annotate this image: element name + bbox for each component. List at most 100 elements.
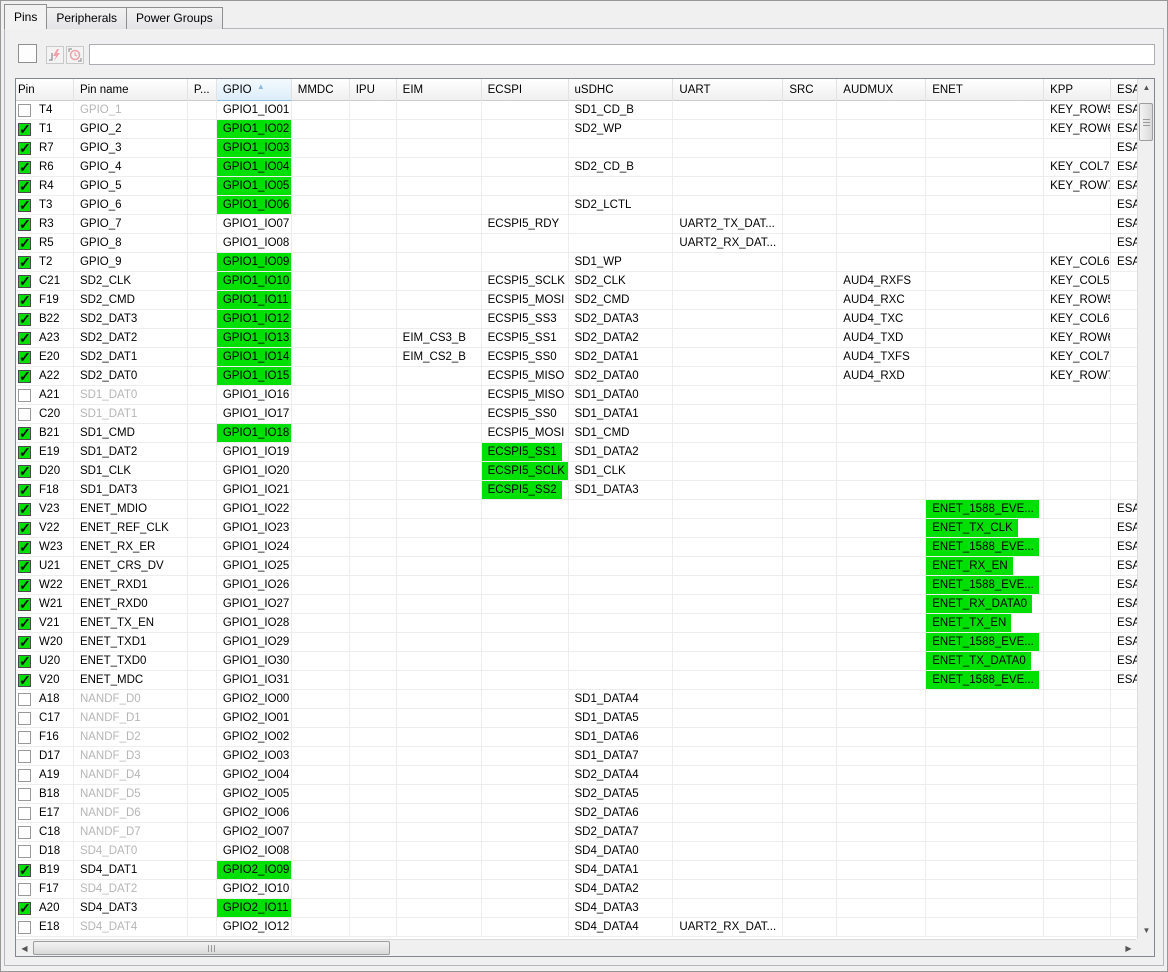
column-header-esa[interactable]: ESA xyxy=(1117,84,1137,96)
column-header-name[interactable]: Pin name xyxy=(74,79,188,101)
row-checkbox-checked[interactable] xyxy=(18,310,31,328)
row-checkbox-checked[interactable] xyxy=(18,861,31,879)
table-row[interactable]: R5 GPIO_8 GPIO1_IO08 UART2_RX_DAT... ESA xyxy=(16,234,1137,253)
row-checkbox-checked[interactable] xyxy=(18,462,31,480)
row-checkbox[interactable] xyxy=(18,730,31,744)
table-row[interactable]: A22 SD2_DAT0 GPIO1_IO15 ECSPI5_MISOSD2_DATA… xyxy=(16,367,1137,386)
table-row[interactable]: W22 ENET_RXD1 GPIO1_IO26 ENET_1588_EVE... ES… xyxy=(16,576,1137,595)
row-checkbox-checked[interactable] xyxy=(18,671,31,689)
row-checkbox-checked[interactable] xyxy=(18,367,31,385)
scroll-right-icon[interactable]: ▶ xyxy=(1125,944,1132,953)
row-checkbox-checked[interactable] xyxy=(18,120,31,138)
row-checkbox-checked[interactable] xyxy=(18,899,31,917)
vertical-scroll-thumb[interactable] xyxy=(1139,103,1153,141)
row-checkbox-checked[interactable] xyxy=(18,614,31,632)
row-checkbox-checked[interactable] xyxy=(18,348,31,366)
horizontal-scrollbar[interactable]: ◀ ▶ xyxy=(16,939,1137,956)
row-checkbox-checked[interactable] xyxy=(18,633,31,651)
tab-peripherals[interactable]: Peripherals xyxy=(46,7,128,29)
row-checkbox[interactable] xyxy=(18,882,31,896)
row-checkbox-checked[interactable] xyxy=(18,481,31,499)
row-checkbox[interactable] xyxy=(18,825,31,839)
row-checkbox-checked[interactable] xyxy=(18,158,31,176)
table-row[interactable]: U20 ENET_TXD0 GPIO1_IO30 ENET_TX_DATA0 ESA xyxy=(16,652,1137,671)
table-row[interactable]: W23 ENET_RX_ER GPIO1_IO24 ENET_1588_EVE... E… xyxy=(16,538,1137,557)
table-row[interactable]: B18 NANDF_D5 GPIO2_IO05 SD2_DATA5 xyxy=(16,785,1137,804)
row-checkbox[interactable] xyxy=(18,388,31,402)
filter-input[interactable] xyxy=(89,44,1155,65)
row-checkbox-checked[interactable] xyxy=(18,595,31,613)
row-checkbox[interactable] xyxy=(18,920,31,934)
table-row[interactable]: W20 ENET_TXD1 GPIO1_IO29 ENET_1588_EVE... ES… xyxy=(16,633,1137,652)
row-checkbox[interactable] xyxy=(18,806,31,820)
column-header-enet[interactable]: ENET xyxy=(926,79,1045,101)
column-header-ipu[interactable]: IPU xyxy=(350,79,397,101)
table-row[interactable]: A20 SD4_DAT3 GPIO2_IO11 SD4_DATA3 xyxy=(16,899,1137,918)
column-header-eim[interactable]: EIM xyxy=(397,79,482,101)
row-checkbox-checked[interactable] xyxy=(18,424,31,442)
vertical-scrollbar[interactable]: ▲ ▼ xyxy=(1137,79,1154,939)
lightning-button[interactable] xyxy=(46,46,64,64)
tab-pins[interactable]: Pins xyxy=(4,4,48,29)
row-checkbox-checked[interactable] xyxy=(18,177,31,195)
row-checkbox-checked[interactable] xyxy=(18,652,31,670)
table-row[interactable]: R6 GPIO_4 GPIO1_IO04 SD2_CD_B KEY_COL7ESA xyxy=(16,158,1137,177)
column-header-audmux[interactable]: AUDMUX xyxy=(837,79,927,101)
row-checkbox[interactable] xyxy=(18,749,31,763)
table-row[interactable]: F16 NANDF_D2 GPIO2_IO02 SD1_DATA6 xyxy=(16,728,1137,747)
column-header-pin[interactable]: Pin xyxy=(16,79,74,101)
table-row[interactable]: V23 ENET_MDIO GPIO1_IO22 ENET_1588_EVE... ES… xyxy=(16,500,1137,519)
column-header-mmdc[interactable]: MMDC xyxy=(292,79,350,101)
table-row[interactable]: V22 ENET_REF_CLK GPIO1_IO23 ENET_TX_CLK ESA xyxy=(16,519,1137,538)
row-checkbox-checked[interactable] xyxy=(18,272,31,290)
table-row[interactable]: A23 SD2_DAT2 GPIO1_IO13 EIM_CS3_BECSPI5_SS1… xyxy=(16,329,1137,348)
table-row[interactable]: T1 GPIO_2 GPIO1_IO02 SD2_WP KEY_ROW6ESA xyxy=(16,120,1137,139)
column-header-p[interactable]: P... xyxy=(188,79,217,101)
table-row[interactable]: F17 SD4_DAT2 GPIO2_IO10 SD4_DATA2 xyxy=(16,880,1137,899)
row-checkbox-checked[interactable] xyxy=(18,519,31,537)
table-row[interactable]: E19 SD1_DAT2 GPIO1_IO19 ECSPI5_SS1 SD1_DATA2 xyxy=(16,443,1137,462)
column-header-ecspi[interactable]: ECSPI xyxy=(482,79,569,101)
table-row[interactable]: A18 NANDF_D0 GPIO2_IO00 SD1_DATA4 xyxy=(16,690,1137,709)
row-checkbox[interactable] xyxy=(18,768,31,782)
table-row[interactable]: A19 NANDF_D4 GPIO2_IO04 SD2_DATA4 xyxy=(16,766,1137,785)
horizontal-scroll-thumb[interactable] xyxy=(33,941,390,955)
table-row[interactable]: U21 ENET_CRS_DV GPIO1_IO25 ENET_RX_EN ESA xyxy=(16,557,1137,576)
column-header-uart[interactable]: UART xyxy=(673,79,784,101)
table-row[interactable]: D18 SD4_DAT0 GPIO2_IO08 SD4_DATA0 xyxy=(16,842,1137,861)
table-row[interactable]: C20 SD1_DAT1 GPIO1_IO17 ECSPI5_SS0 SD1_DATA1 xyxy=(16,405,1137,424)
row-checkbox-checked[interactable] xyxy=(18,557,31,575)
table-row[interactable]: V21 ENET_TX_EN GPIO1_IO28 ENET_TX_EN ESA xyxy=(16,614,1137,633)
table-row[interactable]: V20 ENET_MDC GPIO1_IO31 ENET_1588_EVE... ESA xyxy=(16,671,1137,690)
row-checkbox-checked[interactable] xyxy=(18,538,31,556)
table-row[interactable]: R3 GPIO_7 GPIO1_IO07 ECSPI5_RDY UART2_TX_DAT… xyxy=(16,215,1137,234)
row-checkbox[interactable] xyxy=(18,407,31,421)
scroll-left-icon[interactable]: ◀ xyxy=(21,944,28,953)
table-row[interactable]: F19SD2_CMDGPIO1_IO11ECSPI5_MOSISD2_CMDAU… xyxy=(16,291,1137,310)
row-checkbox-checked[interactable] xyxy=(18,215,31,233)
row-checkbox-checked[interactable] xyxy=(18,500,31,518)
table-row[interactable]: D17 NANDF_D3 GPIO2_IO03 SD1_DATA7 xyxy=(16,747,1137,766)
row-checkbox-checked[interactable] xyxy=(18,139,31,157)
column-header-gpio[interactable]: GPIO ▲ xyxy=(216,79,292,101)
clock-button[interactable] xyxy=(66,46,84,64)
table-row[interactable]: E18 SD4_DAT4 GPIO2_IO12 SD4_DATA4 UART2_RX_D… xyxy=(16,918,1137,937)
row-checkbox[interactable] xyxy=(18,787,31,801)
table-row[interactable]: B22 SD2_DAT3 GPIO1_IO12 ECSPI5_SS3SD2_DATA3… xyxy=(16,310,1137,329)
row-checkbox-checked[interactable] xyxy=(18,234,31,252)
table-row[interactable]: F18 SD1_DAT3 GPIO1_IO21 ECSPI5_SS2 SD1_DATA3 xyxy=(16,481,1137,500)
scroll-up-icon[interactable]: ▲ xyxy=(1142,83,1151,92)
table-row[interactable]: R7 GPIO_3 GPIO1_IO03 ESA xyxy=(16,139,1137,158)
table-row[interactable]: B19 SD4_DAT1 GPIO2_IO09 SD4_DATA1 xyxy=(16,861,1137,880)
table-row[interactable]: C18 NANDF_D7 GPIO2_IO07 SD2_DATA7 xyxy=(16,823,1137,842)
row-checkbox-checked[interactable] xyxy=(18,253,31,271)
row-checkbox-checked[interactable] xyxy=(18,196,31,214)
row-checkbox-checked[interactable] xyxy=(18,329,31,347)
table-row[interactable]: C21SD2_CLKGPIO1_IO10ECSPI5_SCLKSD2_CLKAU… xyxy=(16,272,1137,291)
row-checkbox-checked[interactable] xyxy=(18,443,31,461)
row-checkbox[interactable] xyxy=(18,692,31,706)
column-header-src[interactable]: SRC xyxy=(783,79,838,101)
table-row[interactable]: R4 GPIO_5 GPIO1_IO05 KEY_ROW7ESA xyxy=(16,177,1137,196)
